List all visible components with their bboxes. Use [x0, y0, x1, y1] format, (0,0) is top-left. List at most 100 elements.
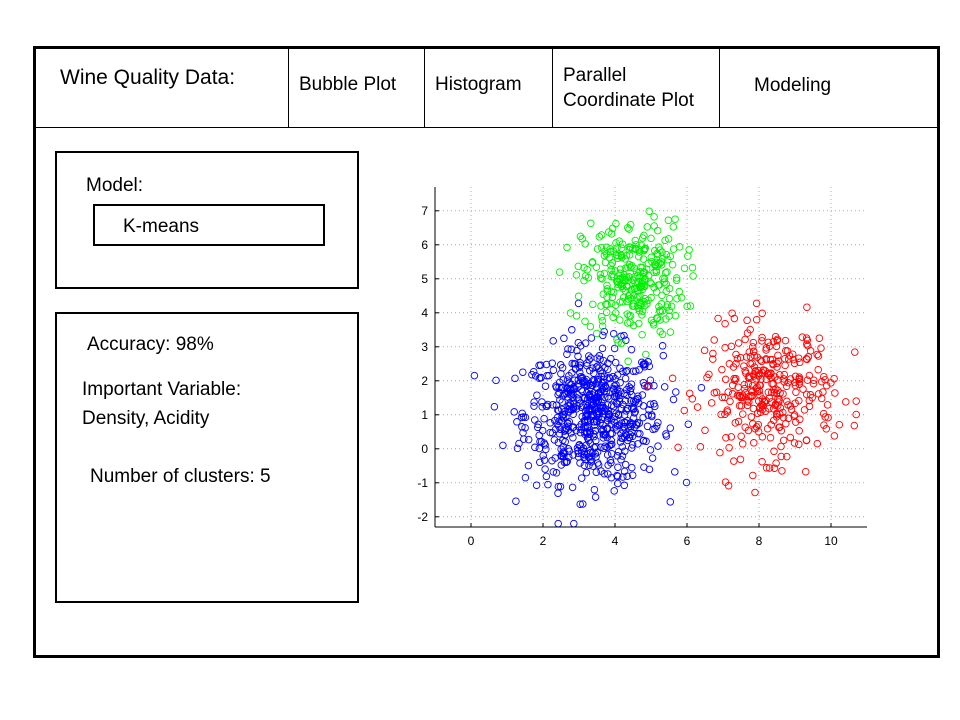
app-title: Wine Quality Data: [60, 66, 236, 89]
scatter-point [585, 356, 593, 364]
scatter-point [515, 439, 523, 448]
scatter-point [831, 389, 839, 397]
scatter-point [648, 454, 657, 462]
scatter-point [634, 287, 642, 295]
scatter-point [572, 271, 581, 279]
scatter-point [648, 411, 656, 419]
scatter-point [541, 465, 549, 473]
scatter-point [852, 397, 860, 405]
tab-parallel-coordinate-plot[interactable]: Parallel Coordinate Plot [563, 65, 694, 111]
x-tick-label: 6 [684, 534, 691, 548]
scatter-point [630, 409, 639, 417]
scatter-point [768, 380, 776, 388]
scatter-point [819, 388, 827, 396]
model-select[interactable]: K-means [93, 204, 325, 246]
scatter-point [799, 385, 807, 393]
scatter-point [614, 472, 622, 481]
scatter-point [745, 398, 753, 406]
scatter-point [830, 374, 838, 383]
scatter-point [762, 356, 771, 364]
scatter-point [701, 426, 709, 435]
scatter-point [605, 411, 613, 419]
scatter-point [563, 350, 571, 358]
scatter-point [716, 448, 724, 457]
scatter-point [758, 333, 766, 342]
scatter-point [823, 401, 832, 409]
scatter-point [531, 416, 539, 424]
scatter-point [563, 243, 571, 252]
scatter-point [718, 365, 726, 374]
scatter-point [579, 444, 588, 452]
scatter-point [721, 410, 729, 419]
scatter-point [675, 287, 684, 296]
scatter-point [739, 410, 747, 418]
scatter-point [771, 400, 780, 408]
scatter-point [618, 298, 627, 306]
scatter-point [630, 302, 638, 310]
scatter-point [583, 434, 592, 442]
tab-histogram[interactable]: Histogram [435, 74, 522, 95]
scatter-point [628, 471, 637, 479]
scatter-point [577, 474, 586, 482]
scatter-point [792, 388, 800, 396]
scatter-point [569, 433, 577, 442]
scatter-point [803, 340, 811, 348]
scatter-point [766, 355, 775, 364]
scatter-point [552, 469, 561, 477]
scatter-point [628, 432, 637, 441]
scatter-point [651, 402, 659, 411]
scatter-point [742, 353, 751, 361]
scatter-point [627, 345, 636, 354]
scatter-point [634, 301, 642, 310]
scatter-point [744, 379, 753, 388]
scatter-point [633, 395, 642, 403]
scatter-point [586, 446, 594, 455]
scatter-point [697, 383, 706, 392]
scatter-point [661, 269, 670, 277]
scatter-point [571, 360, 580, 368]
scatter-point [652, 266, 660, 275]
scatter-point [753, 409, 762, 418]
scatter-point [591, 450, 600, 458]
scatter-point [531, 443, 539, 452]
tab-divider [424, 49, 425, 127]
scatter-point [749, 343, 757, 351]
scatter-point [738, 440, 747, 448]
scatter-point [842, 398, 850, 406]
scatter-point [611, 309, 620, 317]
scatter-point [700, 346, 709, 355]
scatter-point [610, 382, 618, 390]
scatter-point [612, 399, 621, 407]
scatter-point [647, 253, 656, 262]
scatter-point [672, 274, 681, 282]
scatter-point [582, 412, 590, 421]
scatter-point [535, 361, 543, 370]
scatter-point [622, 251, 631, 260]
tab-modeling[interactable]: Modeling [754, 75, 832, 96]
scatter-point [627, 396, 635, 405]
scatter-point [555, 388, 563, 397]
scatter-point [613, 479, 622, 488]
scatter-point [745, 374, 754, 383]
scatter-point [544, 480, 552, 489]
scatter-point [777, 452, 785, 461]
scatter-point [672, 388, 680, 396]
scatter-point [802, 436, 811, 444]
scatter-point [609, 313, 617, 322]
scatter-point [631, 236, 640, 245]
scatter-point [773, 359, 781, 367]
scatter-point [635, 252, 643, 261]
tab-bubble-plot[interactable]: Bubble Plot [299, 74, 397, 95]
scatter-point [580, 428, 589, 436]
scatter-point [597, 274, 605, 282]
scatter-point [795, 427, 803, 435]
scatter-point [529, 367, 538, 376]
scatter-point [520, 435, 528, 443]
scatter-point [662, 250, 671, 259]
scatter-point [642, 350, 650, 359]
scatter-point [756, 391, 764, 400]
scatter-point [580, 461, 589, 470]
scatter-point [534, 420, 542, 429]
scatter-point [636, 430, 644, 438]
scatter-point [728, 309, 736, 317]
